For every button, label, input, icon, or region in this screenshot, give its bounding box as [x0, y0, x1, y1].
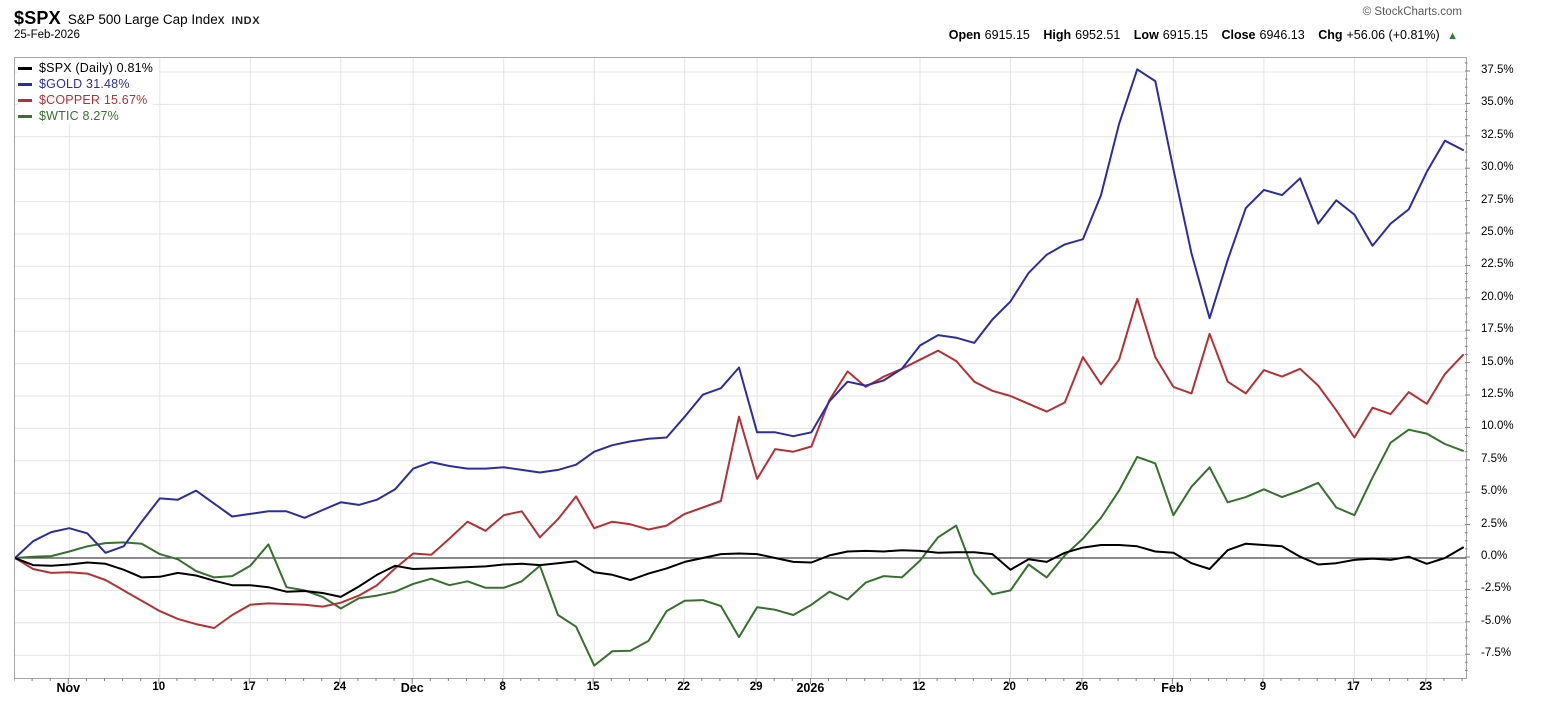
gold-line-swatch-icon — [18, 82, 32, 86]
up-triangle-icon: ▲ — [1447, 30, 1458, 42]
y-axis-label: -2.5% — [1481, 582, 1512, 595]
chart-plot-area — [14, 57, 1467, 679]
x-axis-label: 22 — [677, 681, 691, 693]
x-axis-label: Nov — [56, 681, 81, 695]
high-value: 6952.51 — [1075, 28, 1121, 42]
low-value: 6915.15 — [1162, 28, 1208, 42]
y-axis-label: -7.5% — [1481, 647, 1512, 660]
y-axis-label: 12.5% — [1481, 388, 1514, 400]
legend-label-wtic: $WTIC 8.27% — [39, 109, 120, 123]
y-axis-tick-strip — [1465, 62, 1470, 671]
copper-line-swatch-icon — [18, 98, 32, 102]
x-axis-label: 24 — [333, 681, 347, 693]
y-axis-label: 30.0% — [1481, 161, 1514, 174]
series-line-wtic — [15, 428, 1464, 667]
y-axis-label: 15.0% — [1481, 355, 1514, 368]
y-axis-label: 0.0% — [1481, 550, 1508, 562]
y-axis-label: 7.5% — [1481, 452, 1508, 465]
x-axis-label: 17 — [242, 681, 256, 693]
y-axis-label: 37.5% — [1481, 64, 1514, 76]
quote-bar: Open 6915.15 High 6952.51 Low 6915.15 Close… — [949, 28, 1458, 42]
x-axis-label: 23 — [1419, 681, 1433, 693]
chart-date: 25-Feb-2026 — [14, 29, 80, 41]
legend-label-gold: $GOLD 31.48% — [39, 77, 130, 91]
x-axis-label: 9 — [1259, 681, 1267, 693]
chg-label: Chg — [1318, 28, 1343, 42]
y-axis-label: 27.5% — [1481, 193, 1514, 206]
series-line-copper — [15, 297, 1464, 629]
legend-item-spx: $SPX (Daily) 0.81% — [18, 60, 160, 76]
legend-item-copper: $COPPER 15.67% — [18, 92, 154, 108]
wtic-line-swatch-icon — [18, 114, 32, 118]
y-axis-label: 32.5% — [1481, 128, 1514, 141]
high-label: High — [1043, 28, 1072, 42]
x-axis-label: 26 — [1075, 681, 1089, 693]
x-axis-label: Feb — [1161, 681, 1184, 695]
x-axis-label: 10 — [152, 681, 166, 693]
y-axis-label: 10.0% — [1481, 420, 1514, 433]
legend-item-gold: $GOLD 31.48% — [18, 76, 136, 92]
x-axis-label: 17 — [1346, 681, 1360, 693]
legend: $SPX (Daily) 0.81% $GOLD 31.48% $COPPER … — [18, 60, 160, 124]
ticker-symbol: $SPX — [14, 8, 61, 28]
close-value: 6946.13 — [1259, 28, 1305, 42]
series-line-spx — [15, 542, 1464, 598]
y-axis-label: 5.0% — [1481, 485, 1508, 498]
legend-label-copper: $COPPER 15.67% — [39, 93, 148, 107]
close-label: Close — [1221, 28, 1256, 42]
y-axis-label: 2.5% — [1481, 517, 1508, 530]
plot-svg — [15, 58, 1466, 678]
spx-line-swatch-icon — [18, 66, 32, 70]
open-label: Open — [948, 28, 981, 42]
y-axis-label: 22.5% — [1481, 258, 1514, 271]
y-axis-label: 17.5% — [1481, 323, 1514, 336]
x-axis-tick-strip — [14, 678, 1463, 684]
x-axis-label: Dec — [400, 681, 424, 695]
low-label: Low — [1133, 28, 1159, 42]
x-axis-label: 20 — [1003, 681, 1016, 693]
series-line-gold — [15, 68, 1464, 559]
legend-item-wtic: $WTIC 8.27% — [18, 108, 126, 124]
y-axis-label: 35.0% — [1481, 96, 1514, 109]
chg-value: +56.06 (+0.81%) — [1346, 28, 1440, 42]
exchange-label: INDX — [231, 15, 261, 27]
open-value: 6915.15 — [984, 28, 1030, 42]
x-axis-label: 15 — [586, 681, 600, 693]
chart-header: $SPX S&P 500 Large Cap Index INDX — [14, 8, 260, 29]
x-axis-label: 29 — [749, 681, 763, 693]
y-axis-label: 25.0% — [1481, 226, 1514, 238]
y-axis-label: 20.0% — [1481, 290, 1514, 303]
y-axis-label: -5.0% — [1481, 614, 1512, 627]
x-axis-label: 2026 — [796, 681, 825, 695]
copyright-label: © StockCharts.com — [1362, 6, 1462, 18]
x-axis-label: 12 — [912, 681, 926, 693]
legend-label-spx: $SPX (Daily) 0.81% — [39, 61, 154, 75]
x-axis-label: 8 — [499, 681, 506, 693]
index-title: S&P 500 Large Cap Index — [67, 12, 225, 27]
